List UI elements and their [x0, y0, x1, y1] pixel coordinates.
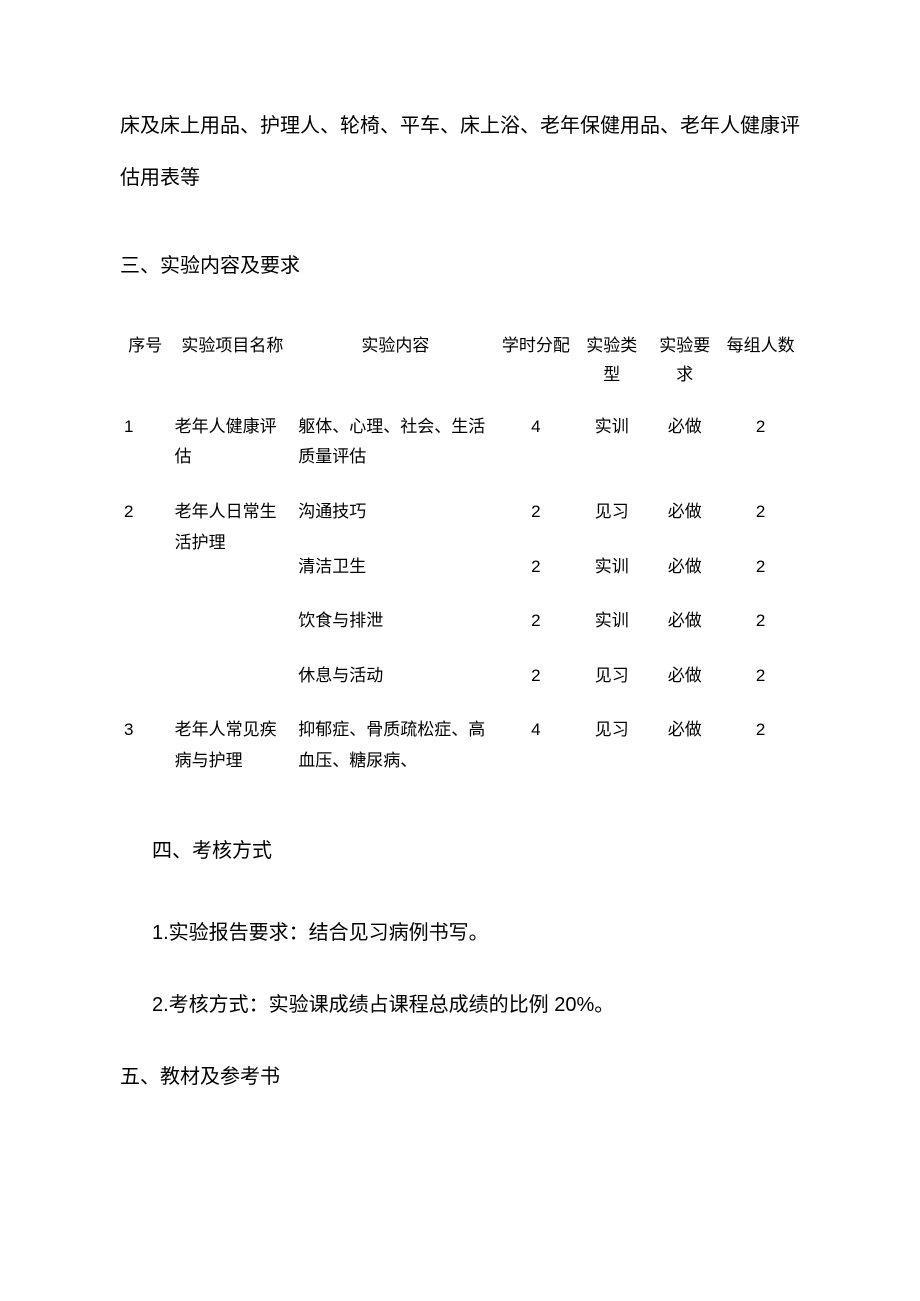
cell-seq [120, 649, 171, 704]
table-row: 休息与活动 2 见习 必做 2 [120, 649, 800, 704]
cell-content: 躯体、心理、社会、生活质量评估 [294, 400, 496, 485]
section-4-item-1: 1.实验报告要求：结合见习病例书写。 [120, 907, 800, 959]
cell-req: 必做 [648, 540, 721, 595]
cell-req: 必做 [648, 594, 721, 649]
table-row: 1 老年人健康评估 躯体、心理、社会、生活质量评估 4 实训 必做 2 [120, 400, 800, 485]
cell-name: 老年人常见疾病与护理 [171, 703, 295, 788]
header-req: 实验要求 [648, 322, 721, 400]
cell-content: 休息与活动 [294, 649, 496, 704]
cell-type: 见习 [575, 649, 648, 704]
section-3-heading: 三、实验内容及要求 [120, 240, 800, 292]
cell-group: 2 [721, 400, 800, 485]
section-5-heading: 五、教材及参考书 [120, 1051, 800, 1103]
table-row: 饮食与排泄 2 实训 必做 2 [120, 594, 800, 649]
cell-type: 见习 [575, 485, 648, 540]
table-header-row: 序号 实验项目名称 实验内容 学时分配 实验类型 实验要求 每组人数 [120, 322, 800, 400]
cell-name [171, 649, 295, 704]
cell-seq [120, 594, 171, 649]
cell-req: 必做 [648, 400, 721, 485]
cell-group: 2 [721, 540, 800, 595]
cell-name: 老年人日常生活护理 [171, 485, 295, 594]
cell-type: 实训 [575, 400, 648, 485]
cell-req: 必做 [648, 485, 721, 540]
cell-content: 抑郁症、骨质疏松症、高血压、糖尿病、 [294, 703, 496, 788]
header-group: 每组人数 [721, 322, 800, 400]
cell-type: 实训 [575, 540, 648, 595]
cell-group: 2 [721, 703, 800, 788]
header-seq: 序号 [120, 322, 171, 400]
table-row: 2 老年人日常生活护理 沟通技巧 2 见习 必做 2 [120, 485, 800, 540]
cell-hours: 2 [497, 540, 576, 595]
cell-content: 清洁卫生 [294, 540, 496, 595]
intro-paragraph: 床及床上用品、护理人、轮椅、平车、床上浴、老年保健用品、老年人健康评估用表等 [120, 100, 800, 204]
cell-req: 必做 [648, 703, 721, 788]
cell-name [171, 594, 295, 649]
cell-content: 饮食与排泄 [294, 594, 496, 649]
cell-hours: 2 [497, 594, 576, 649]
cell-seq: 2 [120, 485, 171, 540]
section-4-item-2: 2.考核方式：实验课成绩占课程总成绩的比例 20%。 [120, 979, 800, 1031]
cell-type: 见习 [575, 703, 648, 788]
header-name: 实验项目名称 [171, 322, 295, 400]
header-type: 实验类型 [575, 322, 648, 400]
cell-group: 2 [721, 649, 800, 704]
header-content: 实验内容 [294, 322, 496, 400]
cell-hours: 2 [497, 485, 576, 540]
section-4-heading: 四、考核方式 [120, 825, 800, 877]
cell-seq [120, 540, 171, 595]
cell-group: 2 [721, 485, 800, 540]
cell-group: 2 [721, 594, 800, 649]
cell-name: 老年人健康评估 [171, 400, 295, 485]
cell-content: 沟通技巧 [294, 485, 496, 540]
cell-type: 实训 [575, 594, 648, 649]
cell-req: 必做 [648, 649, 721, 704]
cell-hours: 4 [497, 703, 576, 788]
cell-seq: 1 [120, 400, 171, 485]
cell-seq: 3 [120, 703, 171, 788]
experiment-table: 序号 实验项目名称 实验内容 学时分配 实验类型 实验要求 每组人数 1 老年人… [120, 322, 800, 789]
table-row: 3 老年人常见疾病与护理 抑郁症、骨质疏松症、高血压、糖尿病、 4 见习 必做 … [120, 703, 800, 788]
header-hours: 学时分配 [497, 322, 576, 400]
cell-hours: 4 [497, 400, 576, 485]
cell-hours: 2 [497, 649, 576, 704]
